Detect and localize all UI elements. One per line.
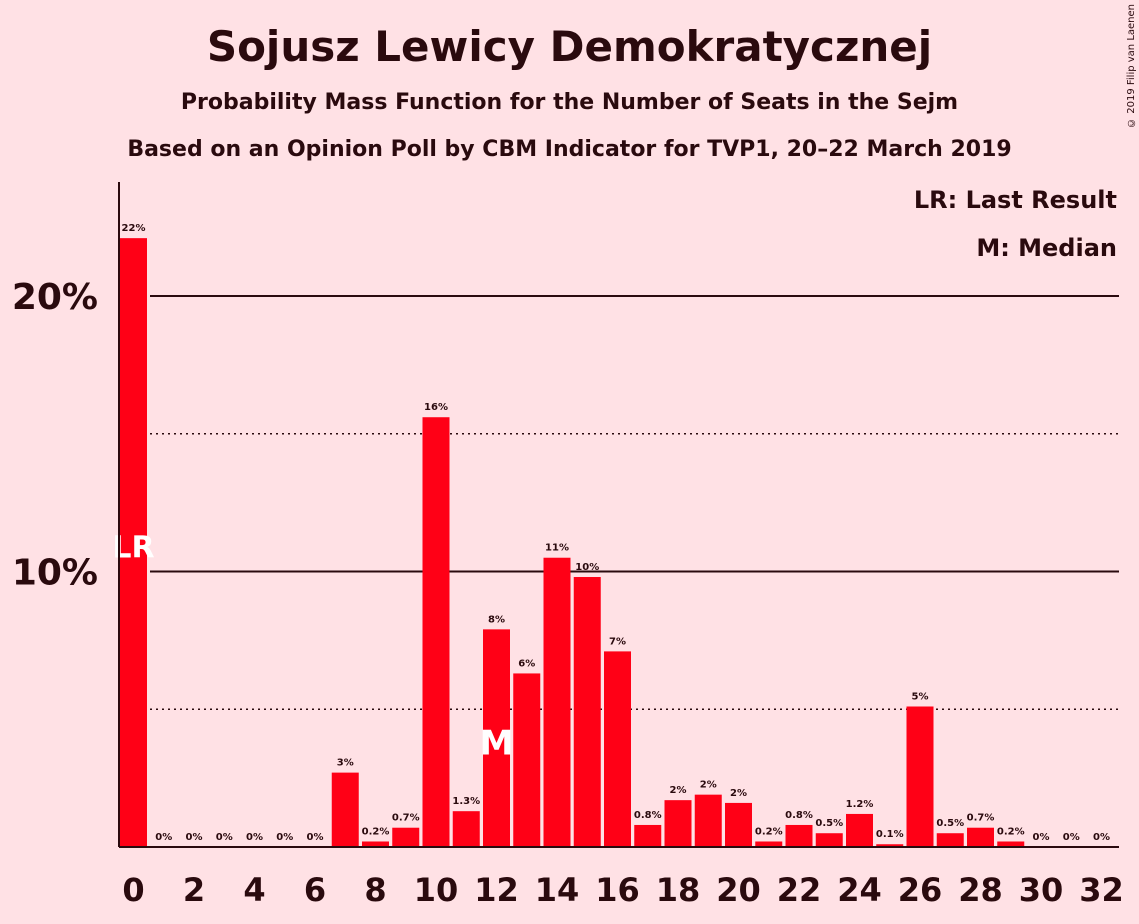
bar-value-label: 0.5%: [815, 818, 843, 829]
bar-value-label: 7%: [609, 636, 626, 647]
bar-value-label: 0%: [246, 832, 263, 843]
bar: [604, 651, 631, 847]
bar-value-label: 0.2%: [755, 826, 783, 837]
bar-value-label: 0%: [307, 832, 324, 843]
bar-value-label: 0.7%: [967, 813, 995, 824]
bar: [392, 827, 420, 847]
bar: [483, 629, 510, 847]
x-tick-label: 16: [595, 871, 640, 909]
bar-value-label: 2%: [670, 785, 687, 796]
x-tick-label: 28: [958, 871, 1003, 909]
x-tick-label: 6: [304, 871, 326, 909]
x-tick-label: 4: [243, 871, 265, 909]
bar-value-label: 5%: [912, 691, 929, 702]
bar-value-label: 0%: [155, 832, 172, 843]
chart-title: Sojusz Lewicy Demokratycznej: [206, 22, 933, 71]
bar-value-label: 0.2%: [997, 826, 1025, 837]
bar: [725, 802, 752, 847]
bar-value-label: 1.2%: [846, 799, 874, 810]
bar-value-label: 6%: [518, 658, 535, 669]
bar-value-label: 3%: [337, 758, 354, 769]
bar-value-label: 0%: [216, 832, 233, 843]
bar-value-label: 1.3%: [452, 796, 480, 807]
y-tick-label: 20%: [12, 277, 98, 318]
x-tick-label: 14: [535, 871, 580, 909]
x-tick-label: 12: [474, 871, 519, 909]
bar: [422, 417, 450, 847]
bar-value-label: 0%: [1033, 832, 1050, 843]
x-tick-label: 20: [716, 871, 761, 909]
bar-value-label: 16%: [424, 402, 448, 413]
bar-value-label: 0%: [1063, 832, 1080, 843]
x-tick-label: 26: [898, 871, 943, 909]
legend-median: M: Median: [976, 234, 1117, 262]
bar-value-label: 0.8%: [785, 810, 813, 821]
x-tick-label: 22: [777, 871, 822, 909]
bar-value-label: 0.7%: [392, 813, 420, 824]
bar-value-label: 8%: [488, 614, 505, 625]
x-tick-label: 0: [122, 871, 144, 909]
bar-value-label: 0.5%: [936, 818, 964, 829]
y-tick-label: 10%: [12, 553, 98, 594]
bar-value-label: 2%: [730, 788, 747, 799]
bar: [543, 557, 571, 847]
bar-value-label: 2%: [700, 780, 717, 791]
legend-last-result: LR: Last Result: [913, 186, 1117, 214]
bar: [573, 577, 601, 847]
bar: [906, 706, 934, 847]
bar: [362, 841, 389, 847]
bar: [997, 841, 1025, 847]
bar-value-label: 0.2%: [362, 826, 390, 837]
bar: [694, 794, 722, 847]
bar-value-label: 0%: [186, 832, 203, 843]
bar: [846, 813, 873, 847]
bar-value-label: 11%: [545, 543, 569, 554]
bar: [785, 824, 813, 847]
x-tick-label: 10: [414, 871, 459, 909]
bar-value-label: 0%: [1093, 832, 1110, 843]
bar: [634, 824, 662, 847]
bar: [936, 833, 964, 847]
bar: [120, 238, 147, 847]
x-tick-label: 18: [656, 871, 701, 909]
x-tick-label: 32: [1079, 871, 1124, 909]
x-tick-label: 2: [183, 871, 205, 909]
bar-value-label: 0.8%: [634, 810, 662, 821]
chart-source-subtitle: Based on an Opinion Poll by CBM Indicato…: [127, 137, 1012, 162]
median-marker: M: [480, 723, 514, 763]
bar: [664, 800, 692, 847]
bar: [876, 844, 904, 847]
bar: [967, 827, 994, 847]
bar-value-label: 0%: [276, 832, 293, 843]
bar: [452, 811, 480, 847]
bar: [755, 841, 783, 847]
x-tick-label: 8: [364, 871, 386, 909]
bar: [815, 833, 843, 847]
bar-value-label: 10%: [575, 562, 599, 573]
chart-subtitle: Probability Mass Function for the Number…: [180, 90, 959, 115]
x-tick-label: 24: [837, 871, 882, 909]
bar-value-label: 22%: [122, 223, 146, 234]
x-tick-label: 30: [1019, 871, 1064, 909]
bar: [513, 673, 541, 847]
bar: [331, 772, 359, 847]
bar-value-label: 0.1%: [876, 829, 904, 840]
